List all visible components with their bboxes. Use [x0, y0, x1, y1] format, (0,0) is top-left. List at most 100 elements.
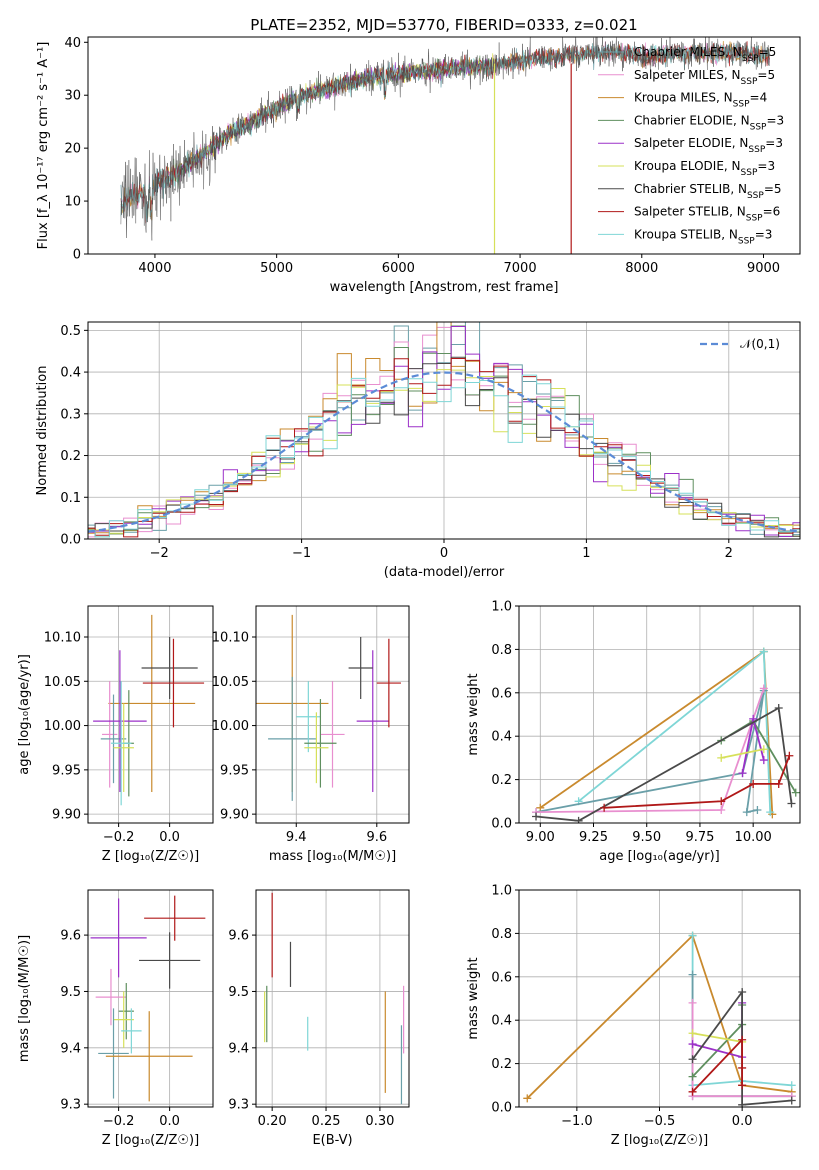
tick-label-y: 30	[64, 89, 81, 104]
tick-label-y: 40	[64, 36, 81, 51]
tick-label-y: 0.4	[491, 730, 512, 745]
histogram-series	[88, 322, 800, 537]
tick-label-x: 2	[725, 546, 733, 561]
axes-frame	[87, 36, 801, 255]
tick-label-x: 9.4	[286, 830, 307, 845]
histogram-series	[88, 369, 800, 537]
panel-residuals: −2 −1 0 1 2 0.0 0.1 0.2 0.3 0.4 0.5 (data-model)/er…	[35, 321, 801, 580]
weight-marker	[774, 779, 783, 788]
legend-label: Kroupa ELODIE, NSSP=3	[634, 159, 775, 178]
tick-label-y: 0.4	[491, 1014, 512, 1029]
legend-label: Salpeter MILES, NSSP=5	[634, 68, 775, 87]
weight-marker	[787, 1081, 796, 1090]
tick-label-x: 6000	[382, 261, 415, 276]
weight-line	[535, 688, 765, 813]
y-axis-label: mass weight	[466, 957, 481, 1039]
weight-marker	[717, 753, 726, 762]
weight-line	[691, 1002, 792, 1098]
tick-label-y: 9.3	[228, 1098, 249, 1113]
panel-ebv_vs_mass: 0.20 0.25 0.30 9.3 9.4 9.5 9.6 E(B-V)	[228, 889, 410, 1148]
tick-label-y: 0.2	[491, 1057, 512, 1072]
legend-label: Chabrier STELIB, NSSP=5	[634, 182, 782, 201]
weight-marker	[717, 797, 726, 806]
weight-marker	[753, 805, 762, 814]
tick-label-x: 0.0	[732, 1114, 753, 1129]
tick-label-x: 0	[440, 546, 448, 561]
weight-marker	[688, 1087, 697, 1096]
legend-label: Chabrier ELODIE, NSSP=3	[634, 113, 784, 132]
panel-weight_vs_age: 9.00 9.25 9.50 9.75 10.00 0.0 0.2 0.4 0.6 0.8 1.0 a…	[466, 600, 801, 864]
panel-z_vs_mass: −0.2 0.0 9.3 9.4 9.5 9.6 Z [log₁₀(Z/Z☉)] mass […	[17, 889, 214, 1148]
weight-marker	[787, 799, 796, 808]
tick-label-x: 0.20	[258, 1114, 287, 1129]
tick-label-y: 9.4	[60, 1041, 81, 1056]
tick-label-x: 9.00	[526, 830, 555, 845]
tick-label-y: 0.8	[491, 927, 512, 942]
weight-marker	[738, 1035, 747, 1044]
legend-label: Kroupa MILES, NSSP=4	[634, 91, 767, 110]
tick-label-y: 9.6	[60, 929, 81, 944]
tick-label-x: 9.25	[579, 830, 608, 845]
weight-line	[578, 649, 772, 813]
tick-label-x: 0.0	[159, 1114, 180, 1129]
axes-frame	[87, 605, 214, 824]
tick-label-y: 10.10	[212, 631, 249, 646]
weight-marker	[688, 1072, 697, 1081]
weight-marker	[688, 1055, 697, 1064]
tick-label-x: −1	[292, 546, 311, 561]
tick-label-y: 9.5	[228, 985, 249, 1000]
tick-label-x: 1	[582, 546, 590, 561]
tick-label-y: 20	[64, 142, 81, 157]
axes-frame	[518, 889, 801, 1108]
histogram-series	[88, 358, 800, 538]
tick-label-x: 4000	[138, 261, 171, 276]
spectrum-line	[120, 43, 770, 221]
tick-label-y: 9.95	[52, 763, 81, 778]
weight-line	[526, 933, 792, 1099]
tick-label-y: 0.4	[60, 366, 81, 381]
tick-label-x: 7000	[504, 261, 537, 276]
tick-label-x: −0.2	[103, 830, 135, 845]
tick-label-y: 10.10	[44, 631, 81, 646]
tick-label-y: 0.8	[491, 643, 512, 658]
tick-label-x: 0.30	[365, 1114, 394, 1129]
x-axis-label: mass [log₁₀(M/M☉)]	[269, 849, 396, 864]
legend-label: Salpeter ELODIE, NSSP=3	[634, 136, 783, 155]
x-axis-label: Z [log₁₀(Z/Z☉)]	[611, 1133, 708, 1148]
plot-area	[523, 931, 796, 1107]
plot-area	[532, 647, 800, 823]
weight-marker	[738, 987, 747, 996]
weight-marker	[742, 808, 751, 817]
tick-label-y: 10.00	[212, 719, 249, 734]
weight-marker	[688, 1040, 697, 1049]
axes-frame	[87, 321, 801, 540]
tick-label-x: 5000	[260, 261, 293, 276]
tick-label-y: 0.0	[491, 817, 512, 832]
weight-marker	[759, 647, 768, 656]
legend-label: Salpeter STELIB, NSSP=6	[634, 205, 780, 224]
weight-marker	[785, 751, 794, 760]
weight-marker	[766, 808, 775, 817]
plot-area	[93, 614, 205, 806]
weight-marker	[688, 970, 697, 979]
tick-label-y: 1.0	[491, 600, 512, 615]
axes-frame	[255, 889, 410, 1108]
tick-label-y: 9.90	[220, 808, 249, 823]
weight-marker	[574, 816, 583, 823]
tick-label-y: 1.0	[491, 884, 512, 899]
axes-frame	[87, 889, 214, 1108]
tick-label-y: 9.3	[60, 1098, 81, 1113]
tick-label-x: −0.2	[103, 1114, 135, 1129]
weight-line	[535, 706, 793, 822]
tick-label-y: 0.1	[60, 491, 81, 506]
tick-label-y: 0.6	[491, 970, 512, 985]
spectrum-line	[120, 37, 770, 241]
tick-label-x: −1.0	[561, 1114, 593, 1129]
tick-label-y: 10.00	[44, 719, 81, 734]
weight-line	[721, 748, 764, 759]
plot-area	[264, 892, 405, 1105]
plot-area	[90, 895, 206, 1102]
tick-label-x: 8000	[625, 261, 658, 276]
histogram-series	[88, 356, 800, 538]
weight-marker	[738, 769, 747, 778]
